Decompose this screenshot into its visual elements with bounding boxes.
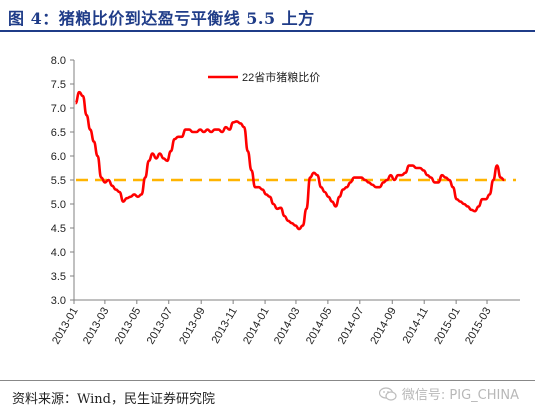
y-axis-ticks: 3.0 3.5 4.0 4.5 5.0 5.5 6.0 6.5 7.0 7.5 8.0 bbox=[51, 55, 74, 307]
y-tick-label: 7.0 bbox=[51, 103, 66, 115]
y-tick-label: 5.0 bbox=[51, 199, 66, 211]
y-tick-label: 4.0 bbox=[51, 247, 66, 259]
x-tick-label: 2013-11 bbox=[210, 306, 240, 346]
y-tick-label: 3.0 bbox=[51, 295, 66, 307]
y-tick-label: 5.5 bbox=[51, 175, 66, 187]
x-axis-ticks: 2013-01 2013-03 2013-05 2013-07 2013-09 2013-… bbox=[50, 300, 494, 346]
page-title: 图 4：猪粮比价到达盈亏平衡线 5.5 上方 bbox=[8, 9, 315, 28]
y-tick-label: 6.5 bbox=[51, 127, 66, 139]
x-tick-label: 2014-03 bbox=[272, 306, 303, 347]
x-tick-label: 2015-01 bbox=[432, 306, 463, 347]
x-tick-label: 2014-09 bbox=[368, 306, 399, 347]
y-tick-label: 3.5 bbox=[51, 271, 66, 283]
footer-divider bbox=[0, 380, 535, 381]
x-tick-label: 2014-07 bbox=[336, 306, 367, 347]
x-tick-label: 2014-11 bbox=[401, 306, 431, 346]
watermark: 微信号: PIG_CHINA bbox=[378, 384, 519, 403]
y-tick-label: 7.5 bbox=[51, 79, 66, 91]
y-tick-label: 4.5 bbox=[51, 223, 66, 235]
chart-container: 3.0 3.5 4.0 4.5 5.0 5.5 6.0 6.5 7.0 7.5 8.0 2013-0… bbox=[0, 34, 535, 374]
x-tick-label: 2014-01 bbox=[241, 306, 272, 347]
x-tick-label: 2015-03 bbox=[463, 306, 494, 347]
x-tick-label: 2013-03 bbox=[81, 306, 112, 347]
x-tick-label: 2013-01 bbox=[50, 306, 81, 347]
x-tick-label: 2013-09 bbox=[177, 306, 208, 347]
x-tick-label: 2013-07 bbox=[145, 306, 176, 347]
series-group bbox=[74, 90, 505, 231]
wechat-icon bbox=[378, 386, 397, 401]
title-bar: 图 4：猪粮比价到达盈亏平衡线 5.5 上方 bbox=[0, 0, 535, 32]
source-note: 资料来源：Wind，民生证券研究院 bbox=[12, 392, 215, 407]
chart-legend: 22省市猪粮比价 bbox=[208, 70, 320, 84]
series-line-pig-grain-ratio bbox=[74, 90, 505, 231]
y-tick-label: 6.0 bbox=[51, 151, 66, 163]
y-tick-label: 8.0 bbox=[51, 55, 66, 67]
legend-label: 22省市猪粮比价 bbox=[242, 70, 320, 84]
x-tick-label: 2013-05 bbox=[113, 306, 144, 347]
line-chart: 3.0 3.5 4.0 4.5 5.0 5.5 6.0 6.5 7.0 7.5 8.0 2013-0… bbox=[50, 55, 520, 346]
x-tick-label: 2014-05 bbox=[304, 306, 335, 347]
watermark-text: 微信号: PIG_CHINA bbox=[401, 388, 519, 403]
